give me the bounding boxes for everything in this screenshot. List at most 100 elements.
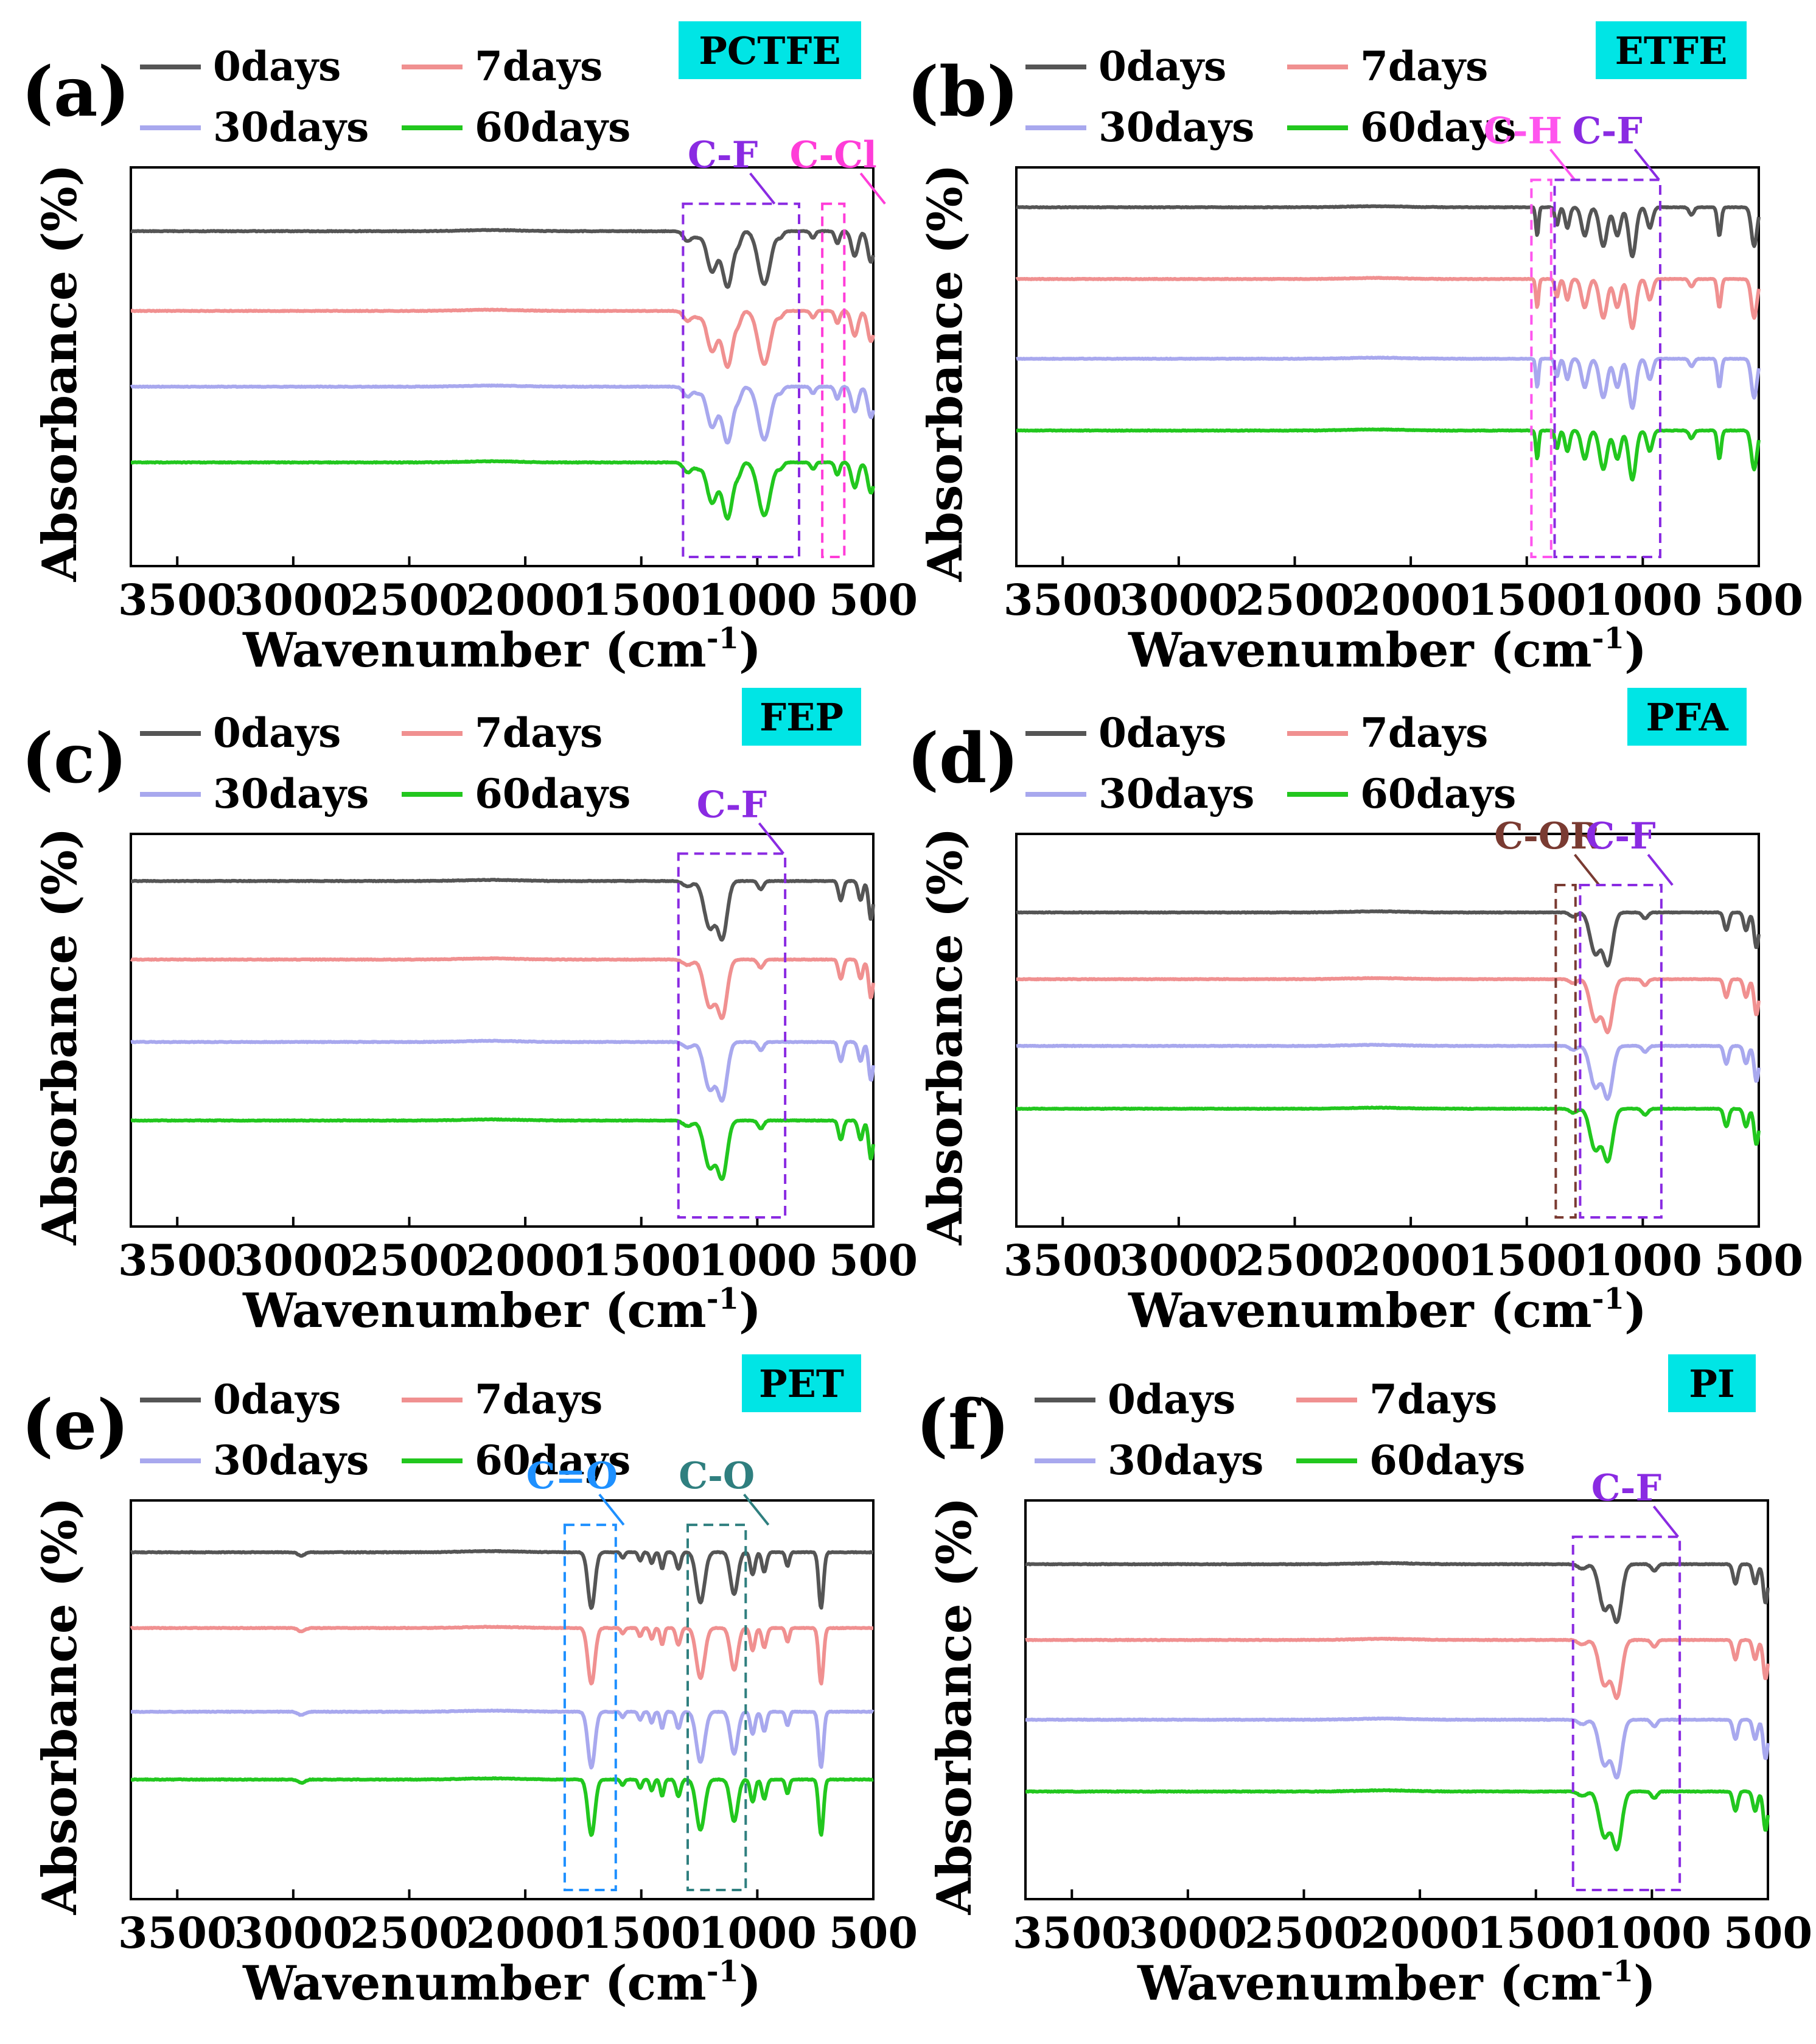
x-tick-label: 1000 bbox=[698, 1908, 817, 1958]
x-axis-title-sup: -1 bbox=[707, 1282, 739, 1316]
legend-label: 7days bbox=[475, 1376, 602, 1423]
x-axis-title: Wavenumber (cm-1) bbox=[242, 1282, 761, 1339]
x-axis-title-sup: -1 bbox=[707, 1955, 739, 1989]
legend-label: 0days bbox=[213, 709, 341, 757]
sample-box bbox=[1627, 688, 1747, 746]
annotation-box bbox=[682, 202, 800, 558]
x-axis-title: Wavenumber (cm-1) bbox=[1128, 1282, 1647, 1339]
spectrum-30days bbox=[130, 1708, 875, 1769]
sample-box bbox=[742, 688, 861, 746]
legend-label: 7days bbox=[475, 43, 602, 90]
sample-name: PCTFE bbox=[699, 29, 840, 73]
legend-label: 60days bbox=[475, 770, 630, 817]
x-axis-title-close: ) bbox=[739, 1283, 761, 1339]
legend-label: 0days bbox=[213, 43, 341, 90]
y-axis-title: Absorbance (%) bbox=[32, 164, 88, 582]
spectrum-60days bbox=[1015, 1105, 1761, 1164]
x-tick-label: 2000 bbox=[1352, 1235, 1470, 1286]
x-axis-title-close: ) bbox=[1633, 1956, 1656, 2011]
annotation-label: C-Cl bbox=[790, 134, 877, 177]
legend-label: 60days bbox=[1360, 770, 1516, 817]
spectrum-0days bbox=[130, 1549, 875, 1610]
legend-label: 7days bbox=[475, 709, 602, 757]
x-tick-label: 3500 bbox=[1013, 1908, 1131, 1958]
x-tick-label: 1000 bbox=[1584, 575, 1702, 625]
x-tick-label: 3000 bbox=[234, 575, 352, 625]
legend-label: 0days bbox=[213, 1376, 341, 1423]
legend-label: 0days bbox=[1098, 43, 1226, 90]
spectrum-0days bbox=[1015, 204, 1761, 259]
panel-label: (a) bbox=[21, 52, 130, 132]
x-tick-label: 1000 bbox=[698, 575, 817, 625]
x-axis-title-sup: -1 bbox=[1601, 1955, 1633, 1989]
plot-frame bbox=[1024, 1499, 1769, 1900]
annotation-box bbox=[563, 1524, 617, 1891]
sample-box bbox=[1596, 21, 1747, 79]
spectrum-7days bbox=[130, 956, 875, 1020]
x-tick-label: 2500 bbox=[1235, 575, 1354, 625]
x-axis-title: Wavenumber (cm-1) bbox=[242, 1955, 761, 2011]
legend-label: 0days bbox=[1098, 709, 1226, 757]
annotation-label: C-H bbox=[1484, 110, 1562, 153]
sample-name: ETFE bbox=[1615, 29, 1728, 73]
legend-label: 60days bbox=[1369, 1437, 1525, 1484]
y-axis-title: Absorbance (%) bbox=[32, 1497, 88, 1915]
x-axis-title-sup: -1 bbox=[1592, 1282, 1624, 1316]
spectrum-60days bbox=[130, 1776, 875, 1837]
annotation-box bbox=[1579, 884, 1663, 1219]
spectrum-0days bbox=[1024, 1561, 1770, 1625]
x-tick-label: 500 bbox=[829, 575, 918, 625]
x-tick-label: 2000 bbox=[466, 1908, 585, 1958]
x-tick-label: 500 bbox=[829, 1235, 918, 1286]
legend-label: 60days bbox=[475, 1437, 630, 1484]
x-axis-title-close: ) bbox=[739, 1956, 761, 2011]
annotation-box bbox=[1553, 178, 1661, 558]
legend-label: 7days bbox=[1360, 709, 1488, 757]
sample-box bbox=[1668, 1354, 1756, 1412]
spectrum-30days bbox=[1015, 355, 1761, 410]
legend-label: 60days bbox=[1360, 103, 1516, 151]
annotation-label: C-F bbox=[697, 783, 767, 826]
annotation-arrow bbox=[1633, 149, 1660, 181]
x-tick-label: 3500 bbox=[118, 1235, 237, 1286]
x-axis-title: Wavenumber (cm-1) bbox=[1137, 1955, 1656, 2011]
spectrum-7days bbox=[1015, 276, 1761, 331]
plot-frame bbox=[1015, 833, 1760, 1228]
annotation-arrow bbox=[1549, 149, 1576, 181]
x-tick-label: 2500 bbox=[350, 1908, 469, 1958]
x-tick-label: 2000 bbox=[1352, 575, 1470, 625]
spectrum-30days bbox=[1024, 1717, 1770, 1780]
x-tick-label: 2500 bbox=[1245, 1908, 1363, 1958]
x-axis-title-close: ) bbox=[1624, 623, 1647, 678]
legend-label: 30days bbox=[1108, 1437, 1263, 1484]
x-axis-title-sup: -1 bbox=[1592, 621, 1624, 656]
x-tick-label: 1500 bbox=[582, 1908, 700, 1958]
annotation-label: C=O bbox=[526, 1455, 618, 1497]
annotation-label: C-F bbox=[1573, 110, 1643, 153]
x-tick-label: 1500 bbox=[582, 1235, 700, 1286]
sample-name: FEP bbox=[760, 695, 843, 740]
x-axis-title-close: ) bbox=[739, 623, 761, 678]
x-tick-label: 500 bbox=[1723, 1908, 1812, 1958]
annotation-box bbox=[686, 1524, 747, 1891]
x-axis-title-main: Wavenumber (cm bbox=[1137, 1956, 1601, 2011]
annotation-arrow bbox=[743, 1493, 770, 1526]
x-tick-label: 2500 bbox=[350, 575, 469, 625]
sample-box bbox=[742, 1354, 861, 1412]
plot-frame bbox=[1015, 166, 1760, 567]
legend-label: 60days bbox=[475, 103, 630, 151]
panel-label: (e) bbox=[21, 1385, 129, 1465]
x-tick-label: 3500 bbox=[118, 1908, 237, 1958]
x-tick-label: 1500 bbox=[1476, 1908, 1595, 1958]
x-tick-label: 3000 bbox=[234, 1908, 352, 1958]
spectrum-7days bbox=[1024, 1636, 1770, 1700]
panel-label: (d) bbox=[907, 719, 1019, 799]
annotation-arrow bbox=[1647, 853, 1674, 886]
y-axis-title: Absorbance (%) bbox=[918, 164, 973, 582]
x-tick-label: 3500 bbox=[1004, 1235, 1122, 1286]
annotation-label: C-O bbox=[679, 1455, 755, 1497]
